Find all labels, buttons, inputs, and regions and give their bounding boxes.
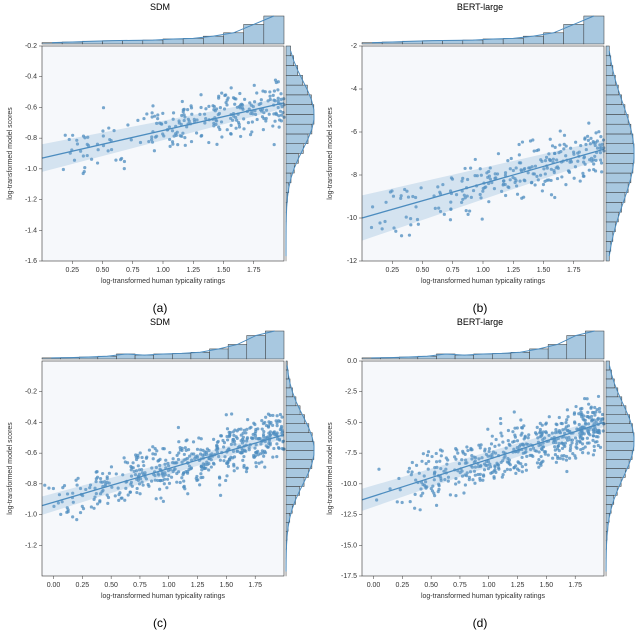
svg-text:0.75: 0.75 xyxy=(453,582,467,589)
figure-grid: SDM 0.25 0.50 0.75 1.00 1.25 1.50 1.75 -1.6 -1.4… xyxy=(0,0,640,630)
svg-text:1.00: 1.00 xyxy=(156,267,170,274)
svg-text:-17.5: -17.5 xyxy=(341,573,357,580)
svg-text:1.00: 1.00 xyxy=(476,267,490,274)
panel-c-caption: (c) xyxy=(0,616,320,630)
svg-text:0.75: 0.75 xyxy=(446,267,460,274)
svg-text:-0.2: -0.2 xyxy=(25,389,37,396)
svg-text:1.25: 1.25 xyxy=(191,582,205,589)
svg-text:-6: -6 xyxy=(351,129,357,136)
svg-text:1.50: 1.50 xyxy=(217,267,231,274)
svg-text:-0.8: -0.8 xyxy=(25,135,37,142)
svg-text:log-transformed model scores: log-transformed model scores xyxy=(7,107,14,200)
panel-d: BERT-large 0.00 0.25 0.50 0.75 1.00 1.25 1.50 1… xyxy=(320,315,640,630)
svg-text:log-transformed human typicali: log-transformed human typicality ratings xyxy=(421,278,546,285)
svg-text:-0.4: -0.4 xyxy=(25,419,37,426)
svg-text:1.50: 1.50 xyxy=(537,267,551,274)
svg-text:-2.5: -2.5 xyxy=(345,389,357,396)
panel-d-title: BERT-large xyxy=(320,317,640,327)
svg-text:1.25: 1.25 xyxy=(186,267,200,274)
svg-text:-1.6: -1.6 xyxy=(25,258,37,265)
svg-text:1.50: 1.50 xyxy=(220,582,234,589)
panel-b-svg: 0.25 0.50 0.75 1.00 1.25 1.50 1.75 -12 -10 -8 -6 -4… xyxy=(320,0,640,297)
svg-text:0.00: 0.00 xyxy=(367,582,381,589)
svg-text:1.00: 1.00 xyxy=(482,582,496,589)
svg-text:-0.2: -0.2 xyxy=(25,43,37,50)
svg-text:0.50: 0.50 xyxy=(424,582,438,589)
svg-text:-0.6: -0.6 xyxy=(25,104,37,111)
svg-text:log-transformed model scores: log-transformed model scores xyxy=(327,422,334,515)
svg-text:1.75: 1.75 xyxy=(247,267,261,274)
panel-a-title: SDM xyxy=(0,2,320,12)
svg-text:-12.5: -12.5 xyxy=(341,512,357,519)
panel-b-caption: (b) xyxy=(320,301,640,315)
svg-text:0.00: 0.00 xyxy=(47,582,61,589)
svg-text:1.50: 1.50 xyxy=(540,582,554,589)
svg-text:-0.4: -0.4 xyxy=(25,74,37,81)
svg-text:-10: -10 xyxy=(347,215,357,222)
svg-text:-12: -12 xyxy=(347,258,357,265)
svg-text:0.75: 0.75 xyxy=(126,267,140,274)
panel-d-svg: 0.00 0.25 0.50 0.75 1.00 1.25 1.50 1.75 -17.5 -15… xyxy=(320,315,640,612)
svg-text:-8: -8 xyxy=(351,172,357,179)
svg-text:0.25: 0.25 xyxy=(65,267,79,274)
panel-b-title: BERT-large xyxy=(320,2,640,12)
svg-text:log-transformed model scores: log-transformed model scores xyxy=(327,107,334,200)
svg-text:log-transformed model scores: log-transformed model scores xyxy=(7,422,14,515)
svg-text:1.75: 1.75 xyxy=(248,582,262,589)
svg-text:0.0: 0.0 xyxy=(347,358,357,365)
panel-a-caption: (a) xyxy=(0,301,320,315)
svg-text:-2: -2 xyxy=(351,43,357,50)
svg-text:0.50: 0.50 xyxy=(416,267,430,274)
panel-c: SDM 0.00 0.25 0.50 0.75 1.00 1.25 1.50 1.75 -1.2… xyxy=(0,315,320,630)
svg-text:log-transformed human typicali: log-transformed human typicality ratings xyxy=(101,278,226,285)
panel-a-svg: 0.25 0.50 0.75 1.00 1.25 1.50 1.75 -1.6 -1.4 -1.2… xyxy=(0,0,320,297)
svg-text:1.75: 1.75 xyxy=(568,582,582,589)
svg-text:-1.0: -1.0 xyxy=(25,166,37,173)
panel-c-svg: 0.00 0.25 0.50 0.75 1.00 1.25 1.50 1.75 -1.2 -1.0… xyxy=(0,315,320,612)
panel-a: SDM 0.25 0.50 0.75 1.00 1.25 1.50 1.75 -1.6 -1.4… xyxy=(0,0,320,315)
svg-text:1.00: 1.00 xyxy=(162,582,176,589)
panel-b: BERT-large 0.25 0.50 0.75 1.00 1.25 1.50 1.75 -… xyxy=(320,0,640,315)
svg-text:0.25: 0.25 xyxy=(396,582,410,589)
svg-text:0.50: 0.50 xyxy=(96,267,110,274)
svg-text:1.75: 1.75 xyxy=(567,267,581,274)
svg-text:0.75: 0.75 xyxy=(133,582,147,589)
svg-text:-10.0: -10.0 xyxy=(341,481,357,488)
panel-d-caption: (d) xyxy=(320,616,640,630)
svg-text:-15.0: -15.0 xyxy=(341,542,357,549)
svg-text:-4: -4 xyxy=(351,86,357,93)
svg-text:-0.6: -0.6 xyxy=(25,450,37,457)
panel-c-title: SDM xyxy=(0,317,320,327)
svg-text:-1.2: -1.2 xyxy=(25,542,37,549)
svg-text:1.25: 1.25 xyxy=(511,582,525,589)
svg-text:-0.8: -0.8 xyxy=(25,481,37,488)
svg-text:0.25: 0.25 xyxy=(385,267,399,274)
svg-text:-1.2: -1.2 xyxy=(25,197,37,204)
svg-text:-7.5: -7.5 xyxy=(345,450,357,457)
svg-text:1.25: 1.25 xyxy=(506,267,520,274)
svg-text:log-transformed human typicali: log-transformed human typicality ratings xyxy=(421,593,546,600)
svg-text:0.25: 0.25 xyxy=(76,582,90,589)
svg-text:0.50: 0.50 xyxy=(104,582,118,589)
svg-text:log-transformed human typicali: log-transformed human typicality ratings xyxy=(101,593,226,600)
svg-text:-1.0: -1.0 xyxy=(25,512,37,519)
svg-text:-5.0: -5.0 xyxy=(345,419,357,426)
svg-text:-1.4: -1.4 xyxy=(25,227,37,234)
